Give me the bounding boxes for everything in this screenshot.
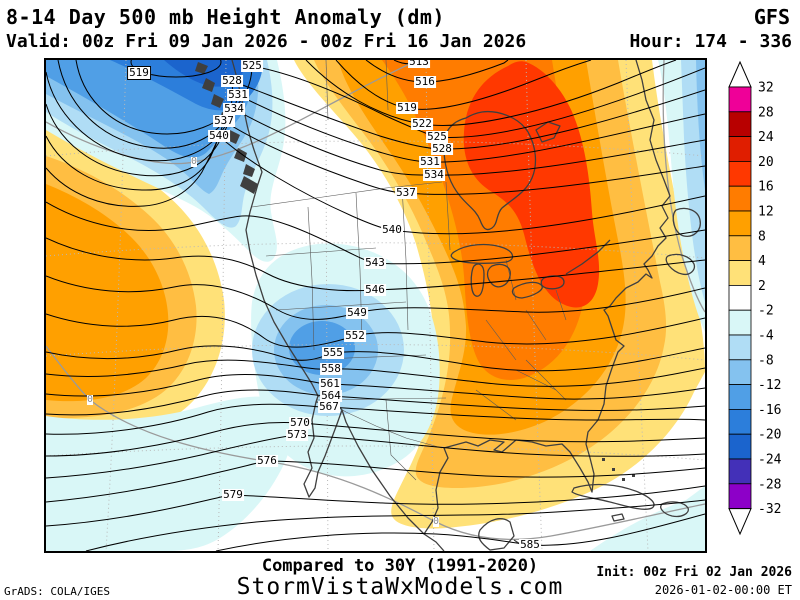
colorbar-cell [728,86,752,113]
model-label: GFS [753,5,790,29]
colorbar-tick-label: 4 [758,254,766,269]
colorbar-cell [728,384,752,410]
colorbar-tick-label: 12 [758,205,774,220]
colorbar-cell [728,161,752,187]
colorbar-cell [728,260,752,286]
valid-range-label: Valid: 00z Fri 09 Jan 2026 - 00z Fri 16 … [6,31,527,52]
colorbar-tick-label: 24 [758,130,774,145]
colorbar-cell [728,334,752,361]
colorbar-tick-label: -24 [758,453,782,468]
colorbar-tick-label: -4 [758,329,774,344]
site-watermark: StormVistaWxModels.com [236,574,564,600]
colorbar-tick-label: -28 [758,477,781,492]
colorbar-cell [728,458,752,485]
grads-credit: GrADS: COLA/IGES [4,585,110,598]
graticule [46,60,705,551]
colorbar-cell [728,433,752,460]
colorbar-tick-label: -20 [758,428,781,443]
colorbar-tick-label: 32 [758,81,774,96]
colorbar-cell [728,235,752,262]
colorbar-tick-label: -16 [758,403,781,418]
colorbar-cells [728,86,752,509]
colorbar-tick-label: 20 [758,155,774,170]
colorbar-labels: 32 28 24 20 16 12 8 4 2 -2 -4 -8 -12 -16 -20 -24 -28 -32 [758,81,782,518]
colorbar-tick-label: 8 [758,229,766,244]
colorbar-tick-label: -8 [758,353,774,368]
colorbar-cell [728,359,752,385]
colorbar: 32 28 24 20 16 12 8 4 2 -2 -4 -8 -12 -16 -20 -24 -28 -32 [728,60,782,536]
map-graphics [46,60,705,551]
positive-anomaly-east [294,60,705,529]
colorbar-tick-label: -12 [758,378,781,393]
colorbar-tick-label: 28 [758,105,774,120]
map-frame: 519 513 516 519 522 525 528 531 534 537 540 525 528 5… [44,58,707,553]
forecast-hour-label: Hour: 174 - 336 [629,31,792,52]
climatology-note: Compared to 30Y (1991-2020) [261,556,539,576]
colorbar-cell [728,136,752,162]
colorbar-cell [728,284,752,311]
colorbar-tick-label: -32 [758,502,781,517]
colorbar-cell [728,111,752,137]
colorbar-cell [728,309,752,336]
init-time-label: Init: 00z Fri 02 Jan 2026 [596,565,792,580]
colorbar-bottom-arrow [728,508,752,536]
anomaly-map: 519 513 516 519 522 525 528 531 534 537 540 525 528 5… [46,60,705,551]
init-datetime-label: 2026-01-02-00:00 ET [654,583,792,597]
colorbar-cell [728,210,752,237]
negative-anomaly-atlantic [590,60,705,551]
colorbar-cell [728,185,752,212]
colorbar-tick-label: 16 [758,180,774,195]
colorbar-cell [728,408,752,435]
colorbar-cell [728,483,752,509]
colorbar-tick-label: 2 [758,279,766,294]
colorbar-top-arrow [728,60,752,88]
colorbar-tick-label: -2 [758,304,774,319]
page-title: 8-14 Day 500 mb Height Anomaly (dm) [6,5,445,29]
